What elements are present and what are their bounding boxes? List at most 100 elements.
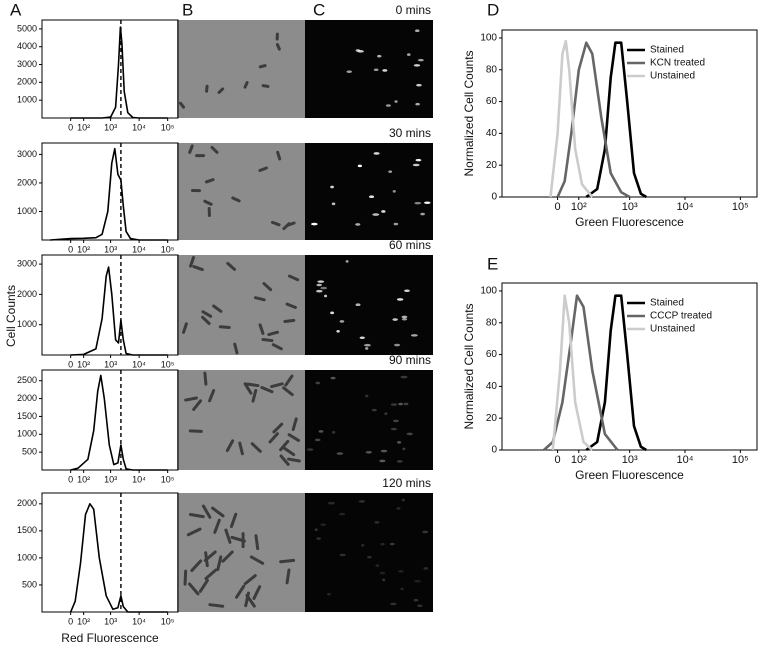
panel-label: D	[487, 0, 499, 19]
y-tick-label: 60	[486, 349, 498, 360]
fluorescent-cell	[373, 68, 379, 72]
cell	[238, 441, 244, 456]
fluorescent-cell	[336, 329, 340, 333]
fluorescent-cell	[380, 449, 388, 453]
x-tick-label: 10⁵	[161, 244, 175, 254]
legend-label: Stained	[650, 298, 684, 309]
cell	[270, 220, 281, 227]
cell	[217, 87, 225, 94]
plot-frame	[41, 369, 179, 471]
x-tick-label: 10⁴	[132, 244, 146, 254]
x-tick-label: 10⁴	[676, 201, 693, 213]
cell	[189, 256, 195, 268]
fluorescent-cell	[390, 403, 398, 406]
cell	[282, 386, 294, 397]
fluorescent-cell	[355, 223, 361, 226]
x-tick-label: 0	[68, 616, 73, 626]
x-tick-label: 10²	[77, 122, 90, 132]
cell	[250, 442, 262, 453]
fluorescent-cell	[339, 553, 346, 557]
fluorescent-cell	[424, 201, 431, 205]
phase-contrast-image	[177, 20, 305, 118]
fluorescent-cell	[392, 318, 398, 321]
cell	[198, 578, 209, 593]
cell	[272, 422, 284, 434]
fluorescent-cell	[365, 347, 369, 350]
y-axis-label: Normalized Cell Counts	[462, 50, 476, 176]
fluorescent-cell	[327, 592, 331, 596]
fluorescent-cell	[375, 564, 380, 567]
y-tick-label: 2000	[17, 289, 37, 299]
y-tick-label: 80	[486, 64, 498, 75]
fluorescent-cell	[339, 320, 345, 323]
cell	[188, 582, 200, 596]
fluorescent-cell	[357, 164, 363, 168]
histogram-line	[585, 41, 647, 199]
cell	[284, 374, 294, 387]
fluorescent-cell	[400, 375, 408, 379]
panel-label: E	[487, 254, 498, 273]
histogram-line	[50, 147, 168, 241]
fluorescent-cell	[331, 431, 336, 434]
cell	[285, 568, 291, 585]
fluorescent-cell	[365, 394, 369, 398]
fluorescent-cell	[401, 498, 406, 502]
fluorescent-cell	[367, 555, 372, 559]
fluorescent-cell	[401, 317, 408, 321]
fluorescent-cell	[415, 102, 420, 106]
cell	[245, 382, 260, 388]
fluorescent-cell	[314, 438, 321, 442]
cell	[251, 388, 258, 403]
cell	[218, 325, 231, 329]
time-label: 90 mins	[389, 353, 431, 367]
fluorescent-cell	[388, 170, 393, 173]
y-tick-label: 5000	[17, 23, 37, 33]
cell	[243, 382, 253, 395]
cell	[186, 527, 202, 537]
fluorescence-image	[305, 493, 433, 612]
fluorescent-cell	[417, 604, 423, 608]
x-axis-label: Green Fluorescence	[575, 468, 684, 482]
fluorescent-cell	[345, 260, 349, 263]
y-tick-label: 4000	[17, 41, 37, 51]
fluorescent-cell	[414, 201, 422, 205]
fluorescent-cell	[412, 163, 420, 167]
fluorescent-cell	[364, 343, 371, 347]
y-tick-label: 3000	[17, 59, 37, 69]
panel-label: C	[313, 0, 325, 19]
cell	[282, 222, 291, 231]
cell	[210, 145, 219, 154]
x-tick-label: 10⁵	[732, 454, 749, 466]
y-tick-label: 2000	[17, 498, 37, 508]
y-tick-label: 1000	[17, 206, 37, 216]
cell	[261, 84, 270, 88]
panel-label: A	[10, 0, 22, 19]
fluorescent-cell	[390, 427, 398, 431]
fluorescent-cell	[355, 303, 361, 307]
cell	[183, 569, 188, 586]
y-tick-label: 1500	[17, 525, 37, 535]
histogram-line	[549, 39, 594, 198]
fluorescent-cell	[404, 289, 410, 293]
x-tick-label: 10³	[104, 359, 117, 369]
cell	[203, 199, 213, 206]
x-tick-label: 10³	[104, 244, 117, 254]
fluorescent-cell	[316, 537, 322, 540]
legend-label: KCN treated	[650, 58, 705, 69]
y-tick-label: 20	[486, 160, 498, 171]
fluorescent-cell	[400, 587, 404, 591]
histogram-line	[585, 294, 647, 452]
fluorescent-cell	[331, 202, 336, 206]
histogram-line	[70, 266, 168, 356]
cell	[211, 506, 225, 518]
cell	[203, 550, 217, 562]
fluorescent-cell	[413, 598, 419, 602]
cell	[258, 64, 267, 69]
y-tick-label: 3000	[17, 149, 37, 159]
fluorescent-cell	[330, 376, 336, 380]
cell	[260, 385, 274, 394]
x-tick-label: 10²	[77, 244, 90, 254]
cell	[224, 528, 232, 544]
x-tick-label: 0	[68, 244, 73, 254]
cell	[192, 265, 204, 272]
